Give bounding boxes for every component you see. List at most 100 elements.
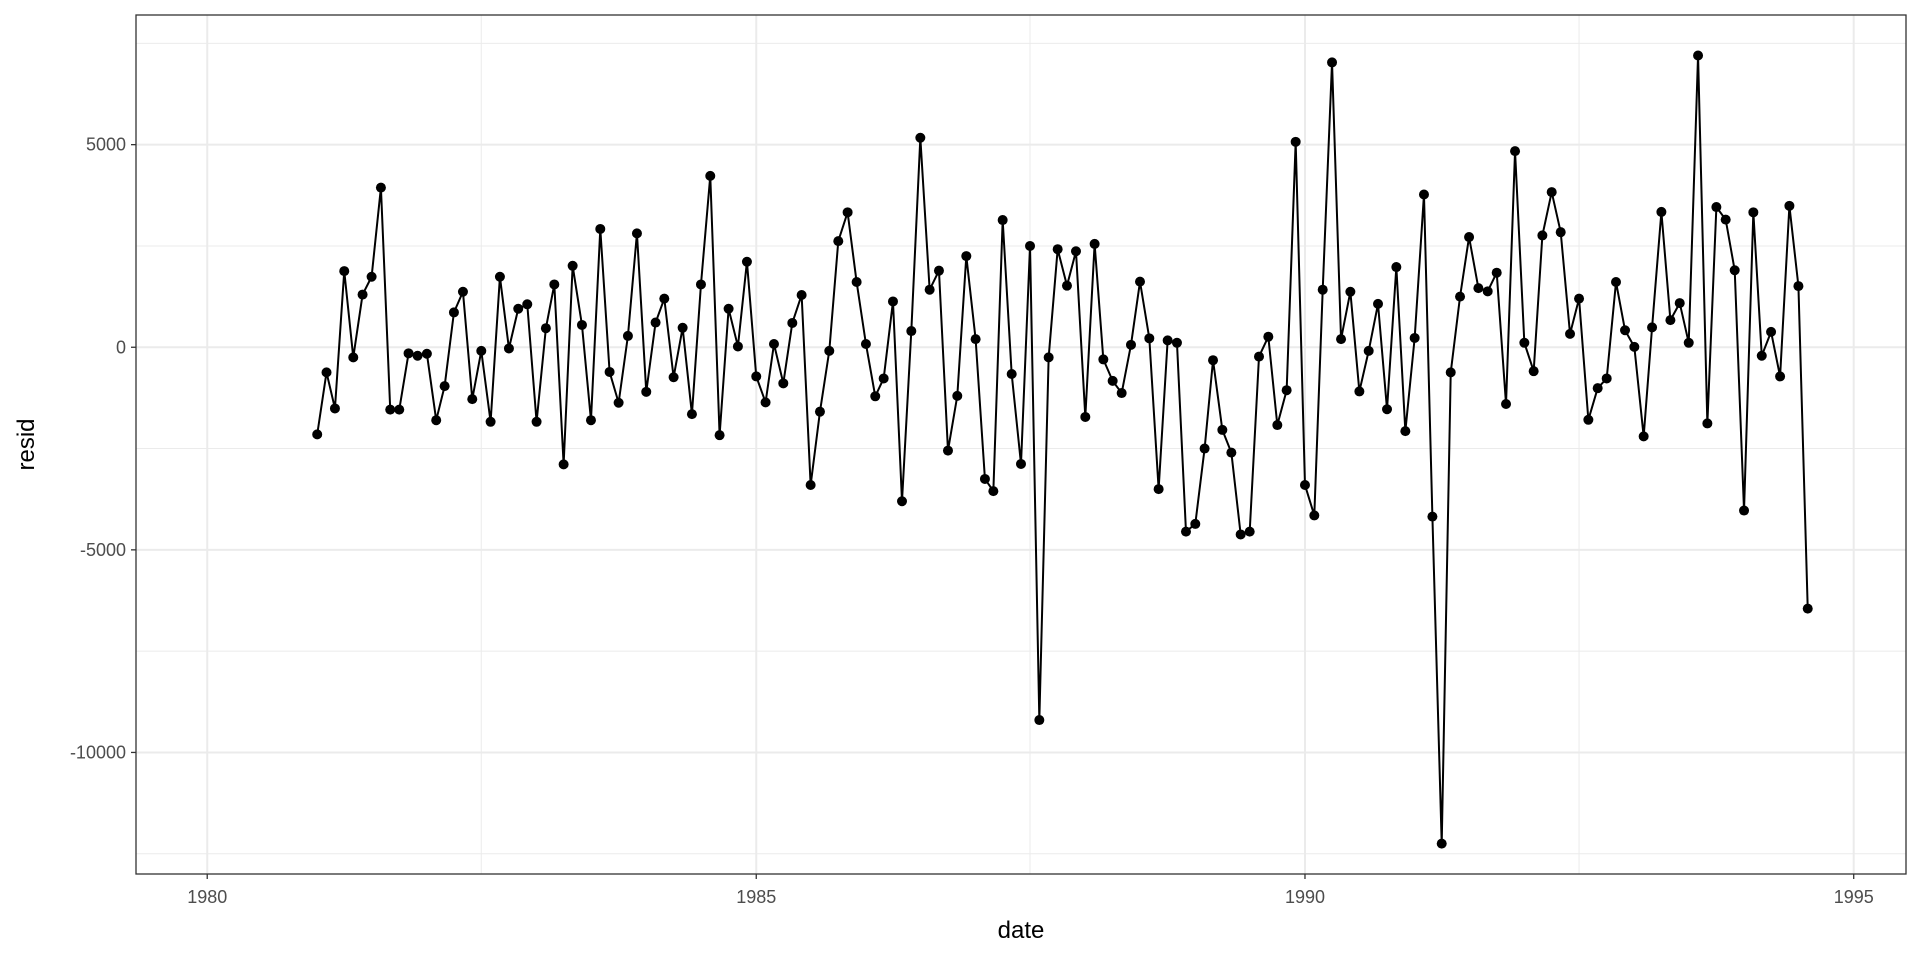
data-point (1070, 246, 1081, 257)
data-point (1756, 350, 1767, 361)
data-point (595, 223, 606, 234)
data-point (403, 348, 414, 359)
data-point (1080, 411, 1091, 422)
data-point (641, 386, 652, 397)
data-point (650, 317, 661, 328)
data-point (741, 256, 752, 267)
data-point (870, 391, 881, 402)
data-point (1729, 265, 1740, 276)
data-point (906, 326, 917, 337)
data-point (1802, 603, 1813, 614)
data-point (1565, 328, 1576, 339)
y-tick-label: 5000 (86, 135, 126, 155)
data-point (1098, 354, 1109, 365)
data-point (1455, 291, 1466, 302)
data-point (1309, 510, 1320, 521)
data-point (1473, 283, 1484, 294)
data-point (1683, 337, 1694, 348)
data-point (1510, 146, 1521, 157)
data-point (979, 473, 990, 484)
data-point (540, 323, 551, 334)
data-point (1720, 214, 1731, 225)
data-point (1052, 244, 1063, 255)
data-point (1400, 426, 1411, 437)
data-point (705, 170, 716, 181)
data-point (1144, 333, 1155, 344)
data-point (860, 339, 871, 350)
data-point (1327, 57, 1338, 68)
data-point (915, 132, 926, 143)
data-point (851, 277, 862, 288)
data-point (778, 378, 789, 389)
data-point (385, 404, 396, 415)
data-point (1006, 369, 1017, 379)
data-point (348, 352, 359, 363)
y-tick-label: -10000 (70, 742, 126, 762)
data-point (1592, 383, 1603, 394)
data-point (942, 445, 953, 456)
data-point (1171, 337, 1182, 348)
data-point (576, 319, 587, 330)
data-point (714, 430, 725, 441)
data-point (1665, 315, 1676, 326)
data-point (1574, 293, 1585, 304)
data-point (1025, 240, 1036, 251)
data-point (604, 366, 615, 377)
data-point (732, 341, 743, 352)
data-point (805, 480, 816, 491)
data-point (1354, 386, 1365, 397)
data-point (1409, 332, 1420, 343)
data-point (1345, 286, 1356, 297)
data-point (1382, 404, 1393, 415)
data-point (1153, 484, 1164, 495)
data-point (760, 397, 771, 408)
data-point (412, 350, 423, 361)
data-point (375, 182, 386, 193)
data-point (668, 372, 679, 383)
data-point (1739, 505, 1750, 516)
data-point (1162, 335, 1173, 346)
series-layer (312, 50, 1813, 849)
data-point (1116, 388, 1127, 399)
data-point (887, 296, 898, 307)
data-point (970, 334, 981, 345)
data-point (1656, 206, 1667, 217)
data-point (1702, 418, 1713, 429)
data-point (1638, 431, 1649, 442)
data-point (1235, 529, 1246, 540)
data-point (952, 390, 963, 401)
data-point (1427, 511, 1438, 522)
data-point (339, 266, 350, 277)
data-point (357, 289, 368, 300)
data-point (1244, 526, 1255, 537)
data-point (567, 260, 578, 271)
data-point (695, 279, 706, 290)
data-point (659, 293, 670, 304)
data-point (997, 215, 1008, 226)
data-point (1180, 526, 1191, 537)
y-axis-title: resid (13, 418, 40, 470)
data-point (796, 289, 807, 300)
data-point (677, 322, 688, 333)
data-point (503, 343, 514, 354)
data-point (988, 486, 999, 497)
data-point (1528, 366, 1539, 377)
data-point (549, 279, 560, 290)
data-point (321, 367, 332, 378)
data-point (1208, 355, 1219, 366)
data-point (1711, 202, 1722, 213)
data-point (1299, 480, 1310, 491)
data-point (1217, 424, 1228, 435)
data-point (961, 251, 972, 262)
data-point (1135, 276, 1145, 287)
data-point (394, 404, 405, 415)
data-point (485, 416, 496, 427)
data-point (558, 459, 569, 470)
data-point (1281, 385, 1292, 396)
data-point (842, 207, 853, 218)
data-point (329, 403, 340, 414)
data-point (1226, 447, 1237, 458)
data-point (622, 330, 633, 341)
data-point (1436, 838, 1447, 849)
